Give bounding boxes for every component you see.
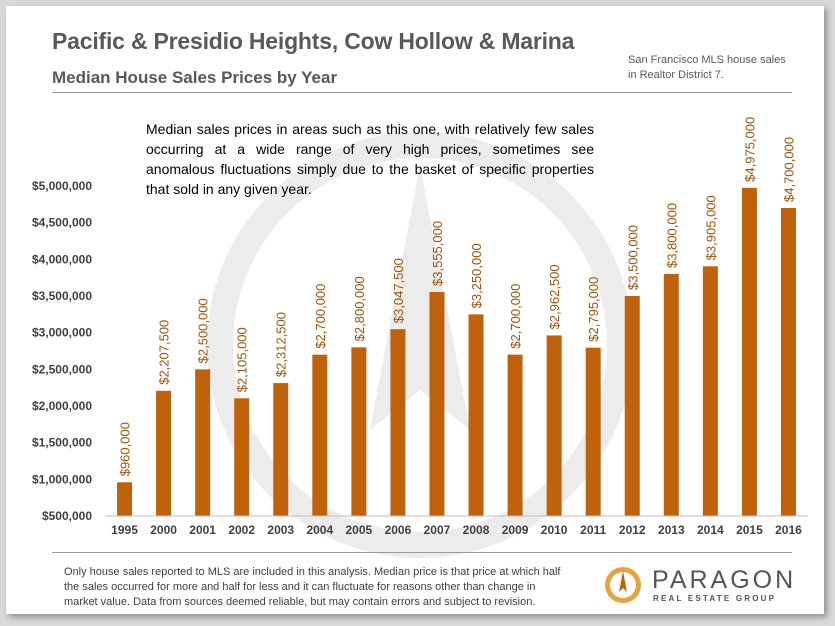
- bar-value-label: $960,000: [118, 422, 133, 476]
- bar-value-label: $2,700,000: [313, 284, 328, 349]
- bar-value-label: $3,250,000: [469, 243, 484, 308]
- x-tick-label: 2014: [697, 523, 724, 537]
- x-tick-label: 2005: [346, 523, 373, 537]
- bar-value-label: $3,047,500: [391, 258, 406, 323]
- paragon-logo: PARAGON REAL ESTATE GROUP: [604, 566, 804, 606]
- watermark-ring: [207, 132, 633, 558]
- x-tick-label: 2004: [306, 523, 333, 537]
- x-tick-label: 2006: [385, 523, 412, 537]
- bar: [624, 296, 640, 516]
- y-axis: $500,000 $1,000,000 $1,500,000 $2,000,000 $2…: [32, 179, 92, 523]
- bar-value-label: $2,312,500: [274, 312, 289, 377]
- y-tick-label: $3,000,000: [32, 326, 92, 340]
- bar: [195, 369, 211, 516]
- bar: [312, 354, 328, 516]
- bar-value-label: $3,555,000: [430, 221, 445, 286]
- bar-value-label: $2,700,000: [508, 284, 523, 349]
- bar: [234, 398, 250, 516]
- bar: [702, 266, 718, 516]
- x-tick-label: 2016: [775, 523, 802, 537]
- x-tick-label: 2012: [619, 523, 646, 537]
- x-tick-label: 2003: [267, 523, 294, 537]
- bar: [780, 208, 796, 516]
- bar-value-label: $4,700,000: [781, 137, 796, 202]
- chart-subtitle: Median House Sales Prices by Year: [52, 68, 338, 87]
- y-tick-label: $1,000,000: [32, 472, 92, 486]
- bar: [468, 314, 484, 516]
- x-tick-label: 2013: [658, 523, 685, 537]
- x-tick-label: 2009: [502, 523, 529, 537]
- footer-disclaimer: Only house sales reported to MLS are inc…: [64, 566, 561, 608]
- y-tick-label: $5,000,000: [32, 179, 92, 193]
- source-note: San Francisco MLS house sales in Realtor…: [628, 54, 786, 81]
- bar: [273, 383, 289, 516]
- x-tick-label: 2008: [463, 523, 490, 537]
- bar-value-label: $2,795,000: [586, 277, 601, 342]
- bar-value-label: $3,500,000: [625, 225, 640, 290]
- bar-value-label: $2,105,000: [235, 327, 250, 392]
- y-tick-label: $2,000,000: [32, 399, 92, 413]
- bar-value-label: $3,905,000: [703, 195, 718, 260]
- x-tick-label: 2010: [541, 523, 568, 537]
- x-axis: 1995 2000 2001 2002 2003 2004 2005 2006 2007 2008…: [105, 515, 808, 537]
- bar: [117, 482, 133, 516]
- y-tick-label: $500,000: [42, 509, 92, 523]
- bar-value-label: $2,500,000: [196, 298, 211, 363]
- y-tick-label: $1,500,000: [32, 436, 92, 450]
- bar: [741, 187, 757, 517]
- watermark-spire: [370, 165, 470, 430]
- chart-annotation: Median sales prices in areas such as thi…: [146, 121, 594, 197]
- x-tick-label: 2007: [424, 523, 451, 537]
- bar: [546, 335, 562, 516]
- y-tick-label: $2,500,000: [32, 362, 92, 376]
- x-tick-label: 2000: [150, 523, 177, 537]
- bar-value-label: $4,975,000: [742, 117, 757, 182]
- bar-value-label: $2,207,500: [157, 320, 172, 385]
- bar-value-label: $3,800,000: [664, 203, 679, 268]
- bars: $960,000 $2,207,500 $2,500,000 $2,105,000 $2…: [117, 117, 796, 517]
- bar: [390, 329, 406, 516]
- y-tick-label: $4,000,000: [32, 252, 92, 266]
- bar: [429, 291, 445, 516]
- y-tick-label: $4,500,000: [32, 216, 92, 230]
- bar: [585, 347, 601, 516]
- bar-value-label: $2,800,000: [352, 276, 367, 341]
- footer-divider: [52, 552, 792, 553]
- x-tick-label: 1995: [111, 523, 138, 537]
- x-tick-label: 2002: [228, 523, 255, 537]
- bar: [663, 274, 679, 516]
- bar: [156, 390, 172, 516]
- x-tick-label: 2001: [189, 523, 216, 537]
- chart-title: Pacific & Presidio Heights, Cow Hollow &…: [52, 28, 575, 54]
- logo-name: PARAGON: [652, 566, 797, 594]
- logo-tagline: REAL ESTATE GROUP: [653, 594, 777, 603]
- header-divider: [52, 92, 792, 93]
- y-tick-label: $3,500,000: [32, 289, 92, 303]
- paragon-emblem-icon: [605, 567, 641, 603]
- x-tick-label: 2015: [736, 523, 763, 537]
- bar: [507, 354, 523, 516]
- bar-value-label: $2,962,500: [547, 264, 562, 329]
- bar: [351, 347, 367, 516]
- x-tick-label: 2011: [580, 523, 606, 537]
